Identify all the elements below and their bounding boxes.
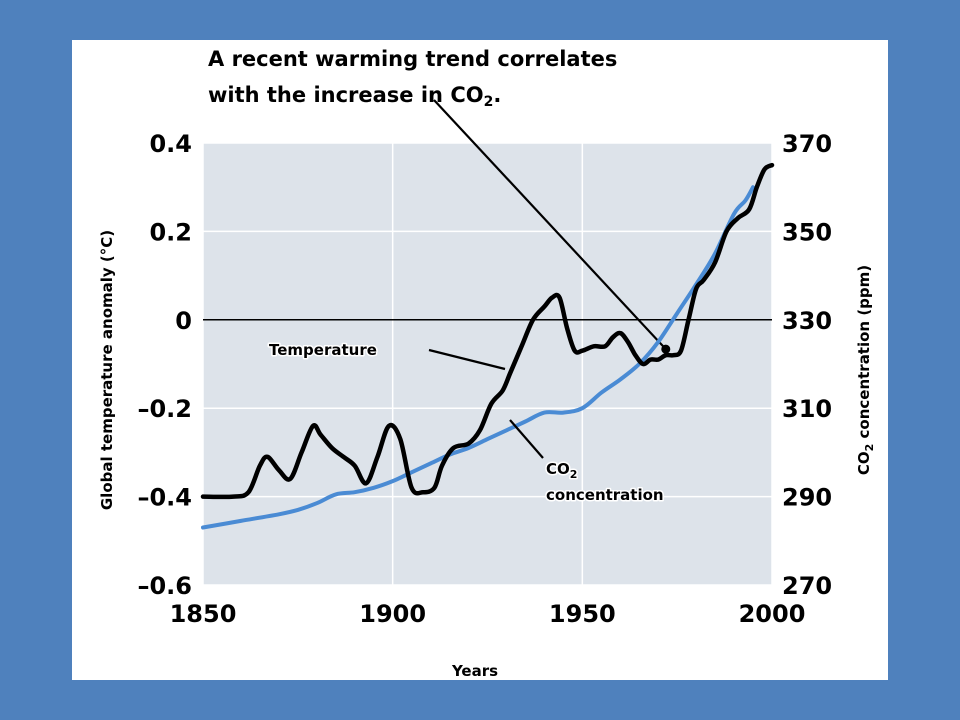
title-callout xyxy=(433,99,667,350)
callout-point xyxy=(661,344,671,354)
y-tick-right-1: 350 xyxy=(782,218,832,246)
y-tick-right-3: 310 xyxy=(782,395,832,423)
temperature-label-leader xyxy=(428,348,506,371)
grid-lines xyxy=(202,142,773,586)
y-tick-left-4: –0.4 xyxy=(137,484,192,512)
y-tick-right-0: 370 xyxy=(782,130,832,158)
series-lines xyxy=(200,162,775,530)
chart-figure: A recent warming trend correlates with t… xyxy=(97,46,878,681)
y-tick-right-4: 290 xyxy=(782,484,832,512)
x-axis-label: Years xyxy=(451,662,498,680)
x-tick-0: 1850 xyxy=(170,600,237,628)
x-tick-2: 1950 xyxy=(549,600,616,628)
temperature-line xyxy=(200,162,775,500)
co2-label-leader xyxy=(509,419,544,459)
co2-series-label-line-2: concentration xyxy=(546,486,664,504)
left-axis-ticks: 0.4 0.2 0 –0.2 –0.4 –0.6 xyxy=(136,129,194,602)
chart-title-line-2: with the increase in CO2. xyxy=(208,83,501,110)
callout-line xyxy=(433,99,667,350)
x-tick-1: 1900 xyxy=(359,600,426,628)
y-tick-right-2: 330 xyxy=(782,307,832,335)
y-tick-left-1: 0.2 xyxy=(149,218,192,246)
y-tick-left-0: 0.4 xyxy=(149,130,192,158)
y-tick-left-2: 0 xyxy=(175,307,192,335)
y-axis-label-left: Global temperature anomaly (°C) xyxy=(98,230,116,510)
y-tick-left-5: –0.6 xyxy=(137,572,192,600)
chart-panel: A recent warming trend correlates with t… xyxy=(72,40,888,680)
right-axis-ticks: 370 350 330 310 290 270 xyxy=(781,129,834,602)
y-axis-label-right: CO2 concentration (ppm) xyxy=(855,265,876,475)
label-leader-lines xyxy=(428,348,544,459)
co2-concentration-line xyxy=(201,185,755,530)
chart-title-line-1: A recent warming trend correlates xyxy=(208,47,617,71)
x-tick-3: 2000 xyxy=(739,600,806,628)
x-axis-ticks: 1850 1900 1950 2000 xyxy=(168,599,807,630)
y-tick-left-3: –0.2 xyxy=(137,395,192,423)
y-tick-right-5: 270 xyxy=(782,572,832,600)
co2-series-label-line-1: CO2 xyxy=(546,460,577,481)
temperature-series-label: Temperature xyxy=(269,341,377,359)
